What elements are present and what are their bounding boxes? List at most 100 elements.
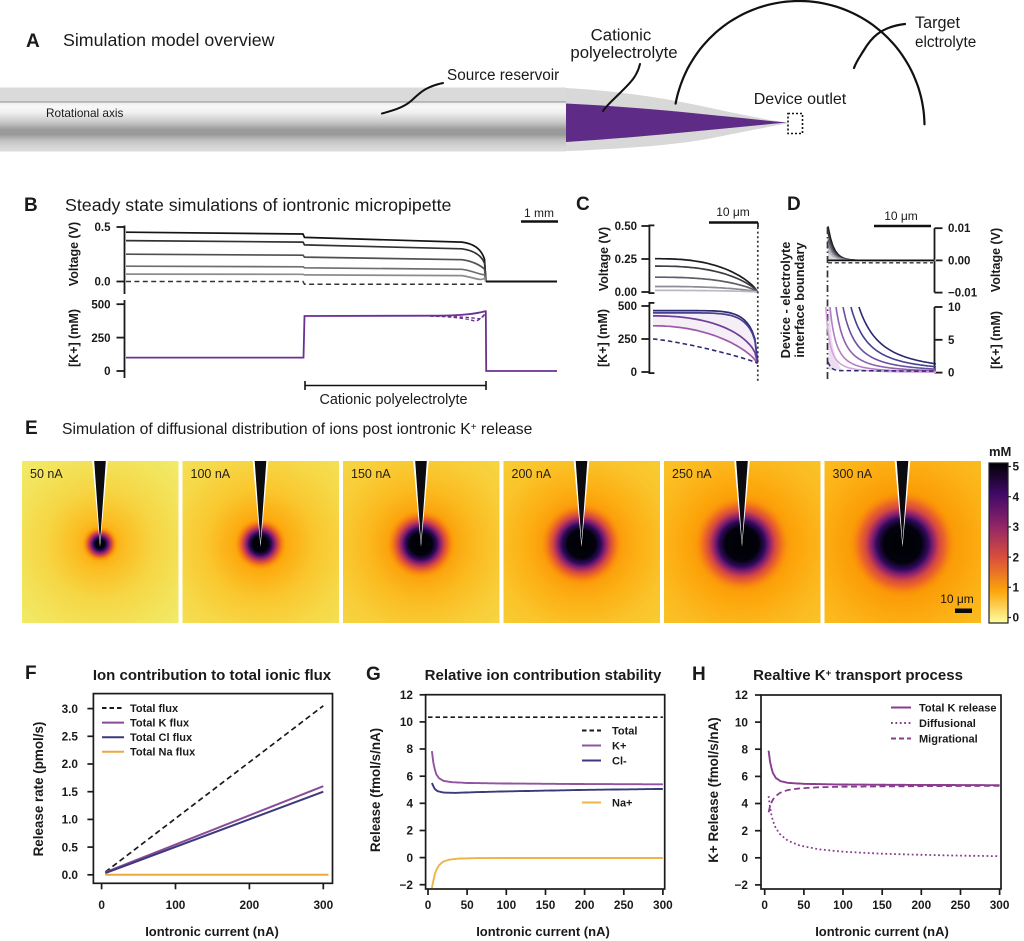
svg-text:0: 0 xyxy=(948,368,954,380)
svg-text:Source reservoir: Source reservoir xyxy=(447,67,559,84)
svg-text:Na+: Na+ xyxy=(612,797,633,809)
svg-text:0: 0 xyxy=(425,898,432,912)
svg-text:1: 1 xyxy=(1013,581,1020,595)
svg-text:200: 200 xyxy=(575,898,595,912)
svg-text:250: 250 xyxy=(618,334,637,346)
svg-text:0: 0 xyxy=(406,851,413,865)
svg-text:1.5: 1.5 xyxy=(62,785,79,799)
svg-text:G: G xyxy=(366,664,381,685)
svg-text:300: 300 xyxy=(653,898,673,912)
svg-text:100: 100 xyxy=(496,898,516,912)
svg-text:Device - electrolyte: Device - electrolyte xyxy=(778,242,793,359)
svg-text:10: 10 xyxy=(948,302,961,314)
svg-text:Total K release: Total K release xyxy=(919,702,996,714)
svg-text:300: 300 xyxy=(313,898,333,912)
svg-text:0: 0 xyxy=(761,898,768,912)
svg-text:E: E xyxy=(25,418,38,439)
svg-text:0.0: 0.0 xyxy=(62,868,79,882)
svg-text:4: 4 xyxy=(406,797,413,811)
svg-text:C: C xyxy=(576,194,590,215)
svg-text:250: 250 xyxy=(91,333,110,345)
svg-text:0: 0 xyxy=(1013,611,1020,625)
svg-text:Relative ion contribution stab: Relative ion contribution stability xyxy=(425,667,662,684)
svg-text:10 μm: 10 μm xyxy=(940,592,974,606)
svg-text:H: H xyxy=(692,664,706,685)
svg-text:2.5: 2.5 xyxy=(62,730,79,744)
svg-text:300: 300 xyxy=(990,898,1010,912)
svg-text:0.50: 0.50 xyxy=(615,221,637,233)
svg-text:1 mm: 1 mm xyxy=(524,206,554,220)
svg-text:K+: K+ xyxy=(612,740,626,752)
svg-text:2.0: 2.0 xyxy=(62,757,79,771)
svg-text:8: 8 xyxy=(741,742,748,756)
svg-text:Steady state simulations of io: Steady state simulations of iontronic mi… xyxy=(65,195,452,215)
svg-text:5: 5 xyxy=(948,335,955,347)
svg-text:Total: Total xyxy=(612,725,637,737)
svg-text:0.5: 0.5 xyxy=(95,222,112,234)
svg-text:Iontronic current (nA): Iontronic current (nA) xyxy=(815,924,949,939)
svg-text:6: 6 xyxy=(406,769,413,783)
svg-text:polyelectrolyte: polyelectrolyte xyxy=(570,43,677,62)
svg-text:D: D xyxy=(787,194,801,215)
svg-text:Simulation of diffusional dist: Simulation of diffusional distribution o… xyxy=(62,421,533,438)
svg-text:3: 3 xyxy=(1013,520,1020,534)
svg-text:250: 250 xyxy=(951,898,971,912)
svg-text:Voltage (V): Voltage (V) xyxy=(989,228,1003,292)
svg-text:10 μm: 10 μm xyxy=(884,209,918,223)
svg-text:A: A xyxy=(26,31,40,52)
svg-text:[K+] (mM): [K+] (mM) xyxy=(596,309,610,367)
svg-text:5: 5 xyxy=(1013,460,1020,474)
svg-text:0.0: 0.0 xyxy=(95,277,111,289)
svg-text:500: 500 xyxy=(618,301,637,313)
svg-text:4: 4 xyxy=(1013,490,1020,504)
svg-text:2: 2 xyxy=(406,824,413,838)
svg-text:Cationic: Cationic xyxy=(591,26,652,45)
svg-text:−2: −2 xyxy=(400,878,414,892)
svg-text:1.0: 1.0 xyxy=(62,813,79,827)
svg-text:4: 4 xyxy=(741,797,748,811)
svg-text:0.5: 0.5 xyxy=(62,840,79,854)
svg-text:150 nA: 150 nA xyxy=(351,467,391,481)
svg-text:Release rate (pmol/s): Release rate (pmol/s) xyxy=(31,722,46,857)
svg-text:[K+] (mM): [K+] (mM) xyxy=(989,311,1003,369)
svg-text:Diffusional: Diffusional xyxy=(919,718,976,730)
svg-text:Iontronic current (nA): Iontronic current (nA) xyxy=(145,924,279,939)
svg-text:0: 0 xyxy=(631,367,637,379)
svg-text:F: F xyxy=(25,663,37,684)
svg-text:50: 50 xyxy=(797,898,811,912)
svg-text:8: 8 xyxy=(406,742,413,756)
svg-text:2: 2 xyxy=(1013,550,1020,564)
svg-text:Target: Target xyxy=(915,14,960,32)
svg-text:Device outlet: Device outlet xyxy=(754,91,847,108)
svg-text:Total Cl flux: Total Cl flux xyxy=(130,732,193,744)
svg-text:100: 100 xyxy=(166,898,186,912)
svg-text:Rotational axis: Rotational axis xyxy=(46,106,123,120)
svg-text:elctrolyte: elctrolyte xyxy=(915,34,976,51)
svg-text:0: 0 xyxy=(98,898,105,912)
svg-text:500: 500 xyxy=(91,300,110,312)
svg-text:10: 10 xyxy=(735,715,749,729)
svg-text:interface boundary: interface boundary xyxy=(792,242,807,358)
svg-text:−0.01: −0.01 xyxy=(948,288,978,300)
svg-text:100: 100 xyxy=(833,898,853,912)
svg-text:0.25: 0.25 xyxy=(615,254,638,266)
svg-text:200: 200 xyxy=(911,898,931,912)
svg-text:[K+] (mM): [K+] (mM) xyxy=(67,309,81,367)
svg-text:12: 12 xyxy=(735,688,749,702)
svg-text:Cl-: Cl- xyxy=(612,755,627,767)
svg-text:3.0: 3.0 xyxy=(62,702,79,716)
svg-text:200: 200 xyxy=(240,898,260,912)
svg-text:6: 6 xyxy=(741,770,748,784)
svg-text:250 nA: 250 nA xyxy=(672,467,712,481)
svg-text:2: 2 xyxy=(741,824,748,838)
svg-text:50 nA: 50 nA xyxy=(30,467,63,481)
svg-text:10: 10 xyxy=(400,715,414,729)
svg-text:Release (fmol/s/nA): Release (fmol/s/nA) xyxy=(368,728,383,852)
svg-text:150: 150 xyxy=(872,898,892,912)
svg-text:Voltage (V): Voltage (V) xyxy=(597,227,611,291)
svg-text:0.01: 0.01 xyxy=(948,223,971,235)
svg-text:200 nA: 200 nA xyxy=(512,467,552,481)
svg-text:150: 150 xyxy=(536,898,556,912)
svg-text:Realtive K+ transport process: Realtive K+ transport process xyxy=(753,667,963,684)
svg-text:K+ Release (fmol/s/nA): K+ Release (fmol/s/nA) xyxy=(706,717,721,862)
